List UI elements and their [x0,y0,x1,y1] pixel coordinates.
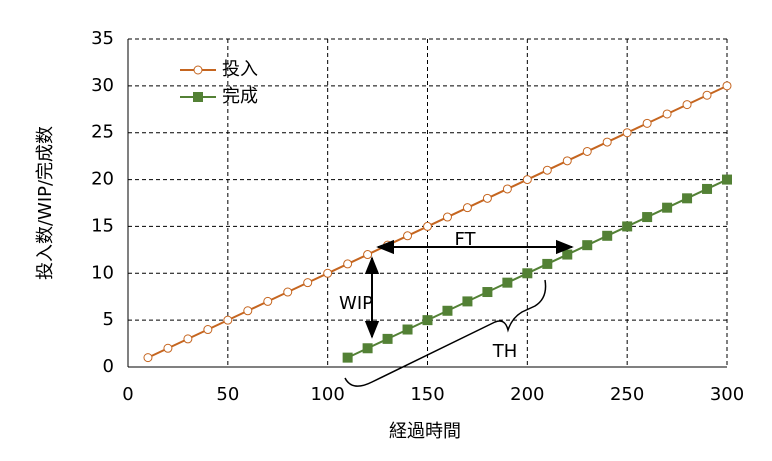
marker [482,193,492,203]
marker [582,146,592,156]
marker [382,333,393,344]
y-tick-label: 20 [91,169,114,190]
marker [303,278,313,288]
x-tick-label: 250 [610,384,644,405]
marker [422,315,433,326]
marker [702,183,713,194]
annotation: FT [454,229,476,250]
marker [243,306,253,316]
y-tick-label: 5 [103,309,114,330]
marker [602,137,612,147]
marker [343,259,353,269]
marker [502,184,512,194]
marker [223,315,233,325]
marker [642,118,652,128]
y-tick-label: 10 [91,262,114,283]
series-line [147,84,728,359]
marker [722,81,732,91]
annotation: WIP [339,293,373,314]
marker [442,212,452,222]
marker [363,250,373,260]
marker [462,296,473,307]
marker [622,221,633,232]
marker [442,305,453,316]
marker [423,221,432,231]
marker [342,352,353,363]
y-tick-label: 15 [91,215,114,236]
legend-marker [193,92,203,102]
marker [582,240,593,251]
marker [542,165,552,175]
marker [203,325,213,335]
marker [522,268,533,279]
marker [502,277,513,288]
y-tick-label: 25 [91,122,114,143]
marker [283,287,293,297]
marker [682,100,692,110]
legend-label: 投入 [222,59,258,80]
marker [602,230,613,241]
y-tick-label: 0 [103,356,114,377]
x-axis-label: 経過時間 [389,421,461,442]
marker [682,193,693,204]
marker [662,202,673,213]
legend-label: 完成 [222,86,258,107]
marker [622,128,632,138]
marker [462,203,472,213]
marker [522,175,532,185]
marker [402,324,413,335]
legend-marker [193,65,203,75]
annotation: TH [492,341,518,362]
marker [183,334,193,344]
marker [702,90,712,100]
marker [403,231,413,241]
marker [163,343,173,353]
x-tick-label: 150 [410,384,444,405]
marker [542,258,553,269]
marker [263,296,273,306]
marker [562,156,572,166]
x-tick-label: 200 [510,384,544,405]
marker [662,109,672,119]
th-brace [344,279,547,387]
x-tick-label: 0 [122,384,133,405]
y-tick-label: 35 [91,28,114,49]
x-tick-label: 50 [216,384,239,405]
x-tick-label: 300 [710,384,744,405]
x-tick-label: 100 [310,384,344,405]
marker [722,174,732,185]
marker [482,287,493,298]
marker [323,268,333,278]
y-axis-label: 投入数/WIP/完成数 [35,126,56,280]
y-tick-label: 30 [91,75,114,96]
marker [362,343,373,354]
marker [143,353,153,363]
marker [642,212,653,223]
marker [562,249,573,260]
